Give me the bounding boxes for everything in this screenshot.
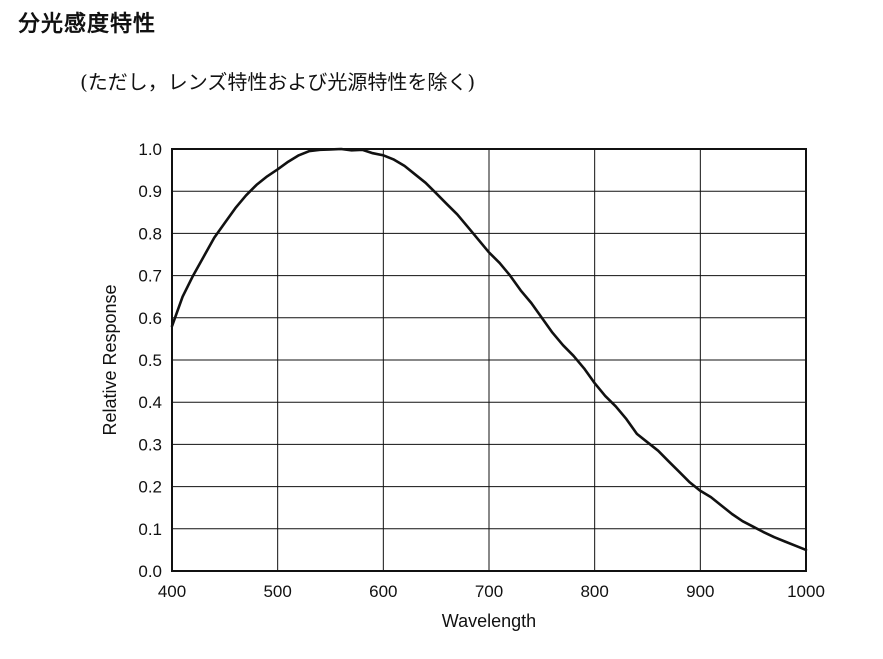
x-tick-label: 500 — [263, 582, 291, 601]
x-tick-label: 400 — [158, 582, 186, 601]
y-tick-label: 0.8 — [138, 224, 162, 243]
x-tick-label: 1000 — [787, 582, 825, 601]
tick-labels: 400 500 600 700 800 900 1000 0.0 0.1 0.2 0.3 0.4 0.5… — [138, 140, 825, 601]
y-tick-label: 0.6 — [138, 309, 162, 328]
y-tick-label: 0.3 — [138, 435, 162, 454]
x-tick-label: 700 — [475, 582, 503, 601]
series-line — [170, 147, 808, 552]
y-tick-label: 0.1 — [138, 520, 162, 539]
y-tick-label: 0.9 — [138, 182, 162, 201]
x-axis-label: Wavelength — [442, 611, 536, 631]
y-tick-label: 0.5 — [138, 351, 162, 370]
y-axis-label: Relative Response — [100, 284, 120, 435]
y-tick-label: 0.7 — [138, 267, 162, 286]
page-title: 分光感度特性 — [18, 12, 157, 37]
y-tick-label: 0.4 — [138, 393, 162, 412]
y-tick-label: 0.2 — [138, 478, 162, 497]
page-note: (ただし，レンズ特性および光源特性を除く) — [80, 70, 476, 94]
plot-frame — [171, 148, 807, 572]
x-tick-label: 900 — [686, 582, 714, 601]
y-tick-label: 1.0 — [138, 140, 162, 159]
x-tick-label: 600 — [369, 582, 397, 601]
y-tick-label: 0.0 — [138, 562, 162, 581]
series-layer — [170, 147, 808, 552]
x-tick-label: 800 — [580, 582, 608, 601]
grid — [171, 148, 807, 572]
